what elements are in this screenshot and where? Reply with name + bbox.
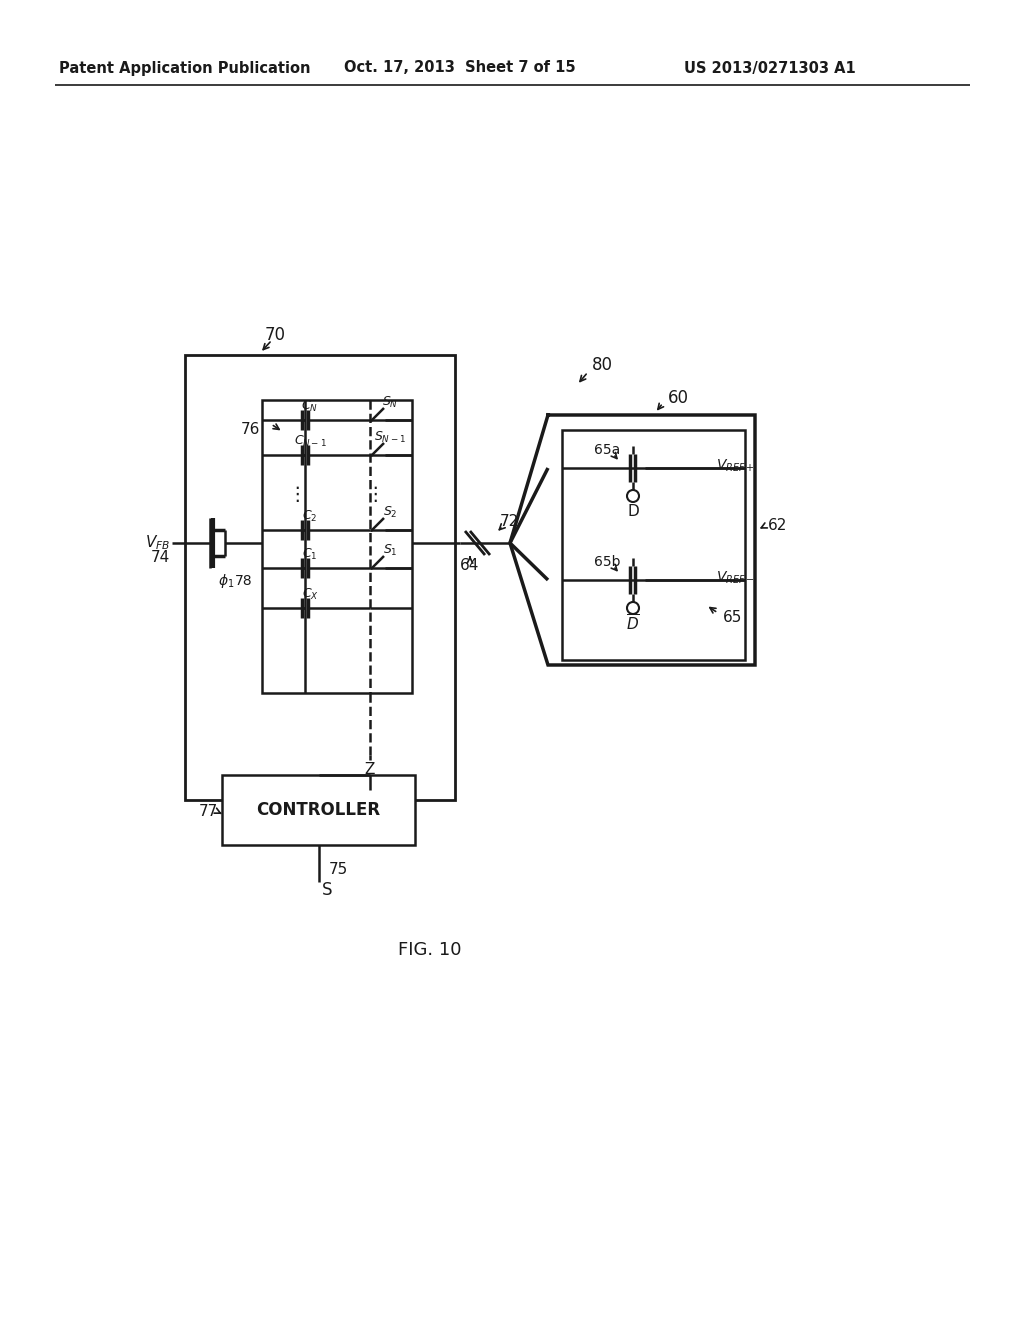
Text: D: D	[627, 504, 639, 520]
Text: 78: 78	[234, 574, 253, 587]
Text: 70: 70	[265, 326, 286, 345]
Text: $C_X$: $C_X$	[301, 586, 318, 602]
Text: ⋮: ⋮	[288, 484, 307, 503]
Text: 80: 80	[592, 356, 613, 374]
Text: 64: 64	[461, 557, 479, 573]
Text: 74: 74	[151, 550, 170, 565]
Text: $S_N$: $S_N$	[382, 395, 398, 409]
Text: $C_N$: $C_N$	[301, 399, 318, 413]
Text: 65: 65	[723, 610, 742, 626]
Text: $C_2$: $C_2$	[302, 508, 317, 524]
Bar	[562, 430, 745, 660]
Text: 65a: 65a	[594, 444, 621, 457]
Text: $V_{REF-}$: $V_{REF-}$	[716, 570, 755, 586]
Text: US 2013/0271303 A1: US 2013/0271303 A1	[684, 61, 856, 75]
Text: $V_{REF+}$: $V_{REF+}$	[716, 458, 755, 474]
Bar	[185, 355, 455, 800]
Text: 60: 60	[668, 389, 689, 407]
Text: 75: 75	[329, 862, 348, 878]
Text: ⋮: ⋮	[366, 484, 385, 503]
Text: $C_1$: $C_1$	[302, 546, 317, 561]
Text: 65b: 65b	[594, 554, 621, 569]
Text: $C_{N-1}$: $C_{N-1}$	[294, 433, 327, 449]
Bar	[222, 775, 415, 845]
Text: $\overline{D}$: $\overline{D}$	[626, 614, 640, 634]
Text: 77: 77	[199, 804, 218, 820]
Text: FIG. 10: FIG. 10	[398, 941, 462, 960]
Text: $S_2$: $S_2$	[383, 504, 397, 520]
Text: CONTROLLER: CONTROLLER	[256, 801, 381, 818]
Text: $V_{FB}$: $V_{FB}$	[144, 533, 170, 552]
Text: $\phi_1$: $\phi_1$	[218, 572, 234, 590]
Text: Oct. 17, 2013  Sheet 7 of 15: Oct. 17, 2013 Sheet 7 of 15	[344, 61, 575, 75]
Text: $S_{N-1}$: $S_{N-1}$	[374, 429, 406, 445]
Text: 62: 62	[768, 517, 787, 532]
Text: S: S	[322, 880, 332, 899]
Text: $S_1$: $S_1$	[383, 543, 397, 557]
Text: 76: 76	[241, 422, 260, 437]
Text: Z: Z	[365, 763, 375, 777]
Bar	[262, 400, 412, 693]
Text: 72: 72	[500, 513, 519, 528]
Text: Patent Application Publication: Patent Application Publication	[59, 61, 310, 75]
